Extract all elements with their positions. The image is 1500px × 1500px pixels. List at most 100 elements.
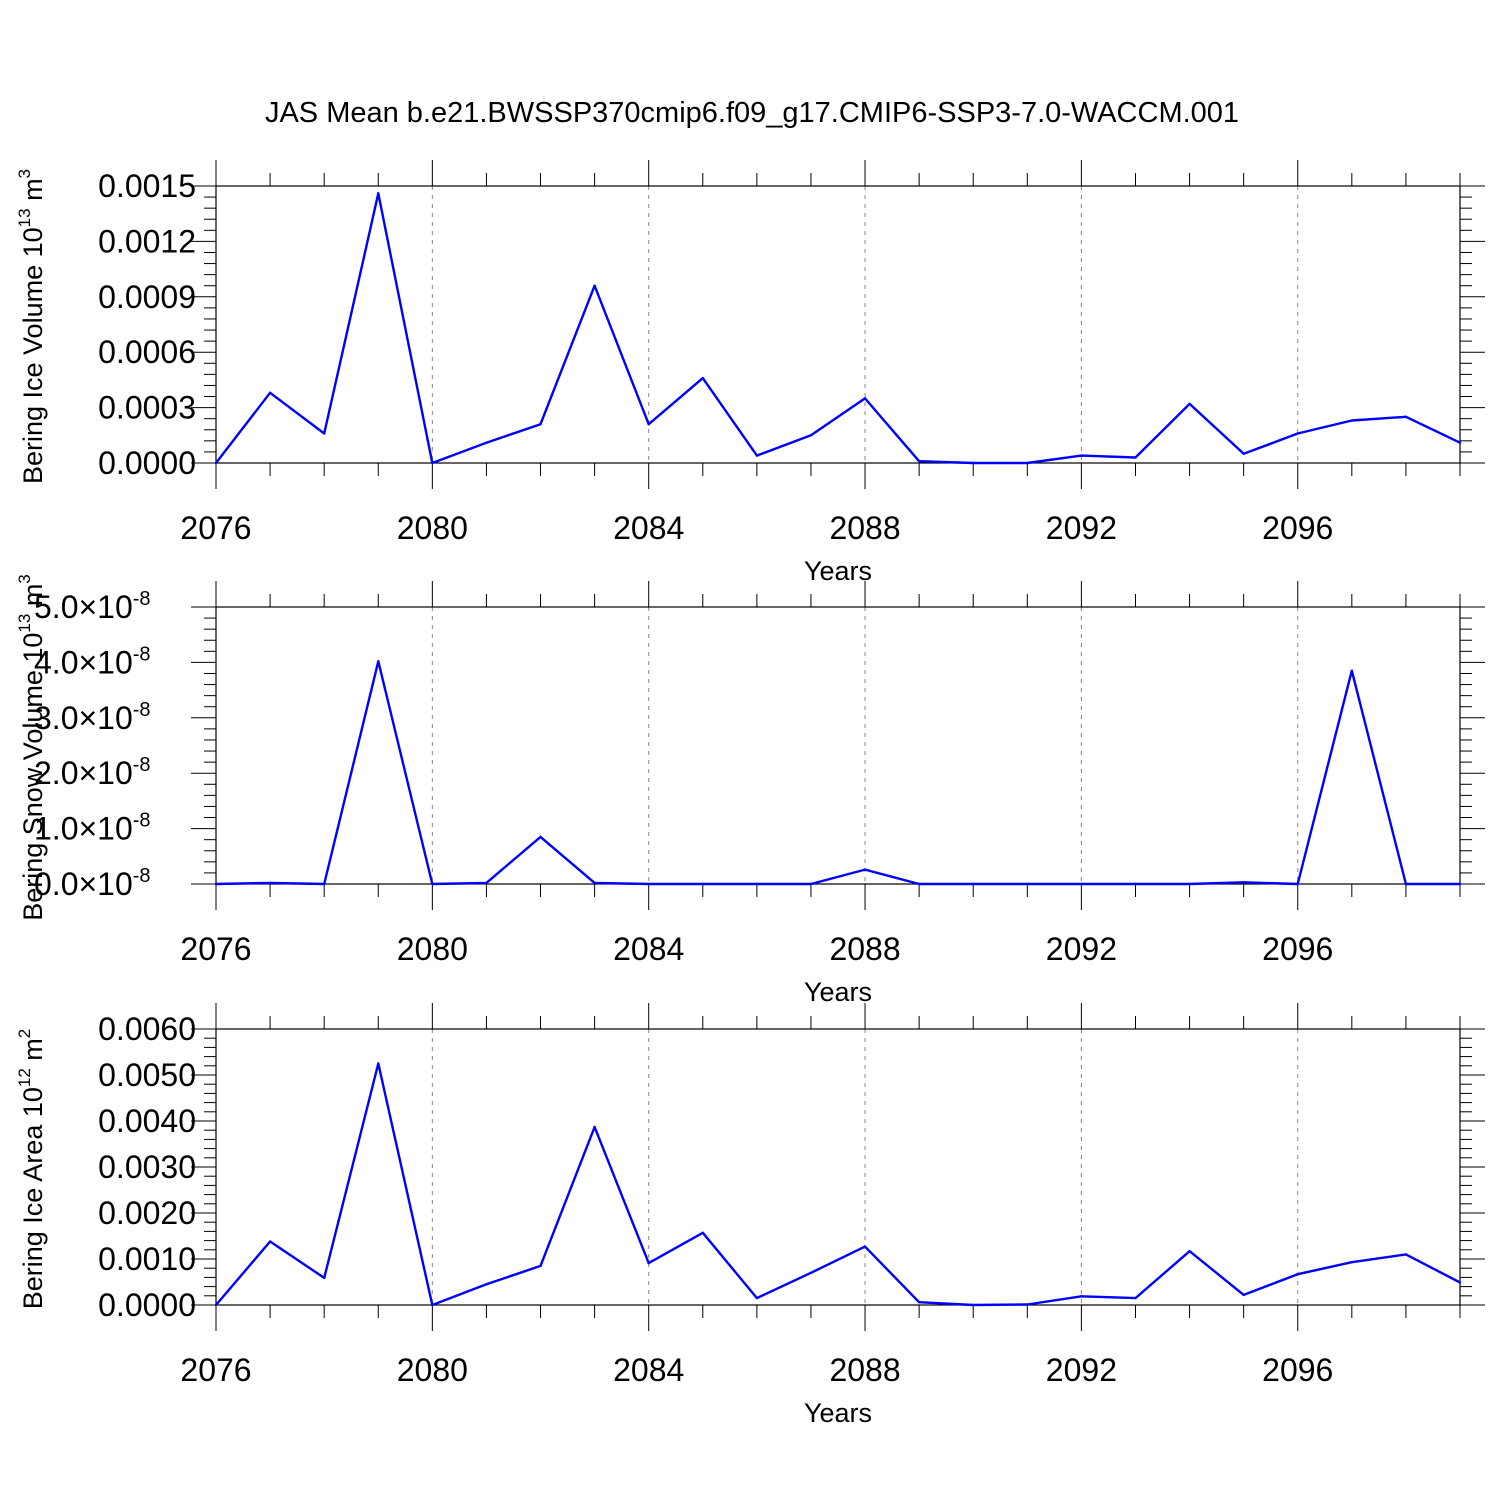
data-point bbox=[1350, 669, 1354, 672]
x-tick-label: 2096 bbox=[1262, 931, 1333, 967]
x-tick-label: 2084 bbox=[613, 1352, 684, 1388]
y-tick-label: 0.0060 bbox=[98, 1011, 196, 1047]
y-tick-times: ×10 bbox=[78, 755, 132, 791]
data-point bbox=[214, 461, 218, 465]
data-point bbox=[755, 454, 759, 457]
data-point bbox=[917, 459, 921, 463]
x-tick-label: 2088 bbox=[829, 931, 900, 967]
data-point bbox=[1242, 1293, 1245, 1297]
y-tick-mantissa: 4.0 bbox=[34, 644, 78, 680]
y-axis-label-unit-exponent: 3 bbox=[15, 574, 34, 583]
x-tick-label: 2088 bbox=[829, 1352, 900, 1388]
data-point bbox=[1350, 419, 1354, 422]
data-point bbox=[322, 1276, 326, 1280]
y-tick-label: 0.0003 bbox=[98, 390, 196, 426]
data-point bbox=[647, 882, 650, 886]
y-axis-label-exponent: 12 bbox=[15, 1068, 34, 1087]
x-tick-label: 2092 bbox=[1046, 1352, 1117, 1388]
data-point bbox=[485, 441, 488, 444]
data-point bbox=[755, 882, 759, 886]
y-tick-label: 0.0050 bbox=[98, 1057, 196, 1093]
data-point bbox=[1296, 882, 1299, 886]
data-point bbox=[1188, 1249, 1191, 1253]
y-tick-times: ×10 bbox=[78, 700, 132, 736]
y-tick-label: 0.0000 bbox=[98, 445, 196, 481]
y-tick-label: 0.0×10-8 bbox=[34, 865, 151, 902]
y-axis-label-exponent: 13 bbox=[15, 208, 34, 227]
data-point bbox=[431, 461, 434, 465]
y-tick-label: 0.0015 bbox=[98, 168, 196, 204]
y-tick-label: 1.0×10-8 bbox=[34, 810, 151, 847]
plot-frame bbox=[215, 606, 1461, 885]
data-point bbox=[1188, 402, 1191, 406]
x-tick-label: 2084 bbox=[613, 510, 684, 546]
data-point bbox=[377, 660, 380, 663]
data-point bbox=[972, 1303, 975, 1307]
y-tick-exponent: -8 bbox=[133, 865, 151, 887]
data-point bbox=[431, 882, 434, 886]
data-point bbox=[1296, 432, 1299, 435]
y-axis-label-text: Bering Ice Area 10 bbox=[18, 1087, 48, 1309]
data-point bbox=[863, 868, 867, 871]
y-tick-label: 0.0009 bbox=[98, 279, 196, 315]
y-tick-label: 0.0020 bbox=[98, 1195, 196, 1231]
data-point bbox=[863, 397, 867, 400]
data-point bbox=[972, 461, 975, 465]
data-point bbox=[1350, 1261, 1354, 1264]
data-point bbox=[539, 423, 542, 426]
data-point bbox=[431, 1303, 434, 1307]
y-axis-label-text: Bering Ice Volume 10 bbox=[18, 227, 48, 484]
y-tick-label: 0.0012 bbox=[98, 223, 196, 259]
data-point bbox=[701, 376, 704, 380]
y-tick-label: 0.0030 bbox=[98, 1149, 196, 1185]
y-tick-mantissa: 3.0 bbox=[34, 700, 78, 736]
y-tick-times: ×10 bbox=[78, 866, 132, 902]
x-tick-label: 2080 bbox=[397, 510, 468, 546]
series-line bbox=[215, 660, 1460, 886]
y-tick-label: 4.0×10-8 bbox=[34, 643, 151, 680]
plot-frame bbox=[215, 185, 1461, 464]
y-tick-label: 0.0010 bbox=[98, 1241, 196, 1277]
y-tick-label: 3.0×10-8 bbox=[34, 699, 151, 736]
x-tick-label: 2080 bbox=[397, 931, 468, 967]
y-tick-exponent: -8 bbox=[133, 588, 151, 610]
data-point bbox=[1242, 881, 1245, 884]
y-tick-label: 0.0040 bbox=[98, 1103, 196, 1139]
data-point bbox=[1404, 882, 1408, 886]
y-tick-exponent: -8 bbox=[133, 699, 151, 721]
data-point bbox=[214, 1303, 218, 1307]
x-tick-label: 2076 bbox=[180, 510, 251, 546]
data-point bbox=[1404, 1253, 1408, 1256]
data-point bbox=[539, 1264, 542, 1268]
data-point bbox=[485, 881, 488, 885]
series-line bbox=[215, 1062, 1461, 1307]
data-point bbox=[322, 432, 326, 435]
data-point bbox=[377, 1062, 380, 1065]
y-axis-label-exponent: 13 bbox=[15, 614, 34, 633]
data-point bbox=[1026, 461, 1029, 465]
data-point bbox=[917, 882, 921, 886]
data-point bbox=[1080, 1295, 1083, 1298]
y-tick-label: 2.0×10-8 bbox=[34, 754, 151, 791]
data-point bbox=[755, 1296, 759, 1300]
data-point bbox=[917, 1301, 921, 1304]
data-point bbox=[1026, 882, 1029, 886]
y-tick-label: 5.0×10-8 bbox=[34, 588, 151, 625]
x-tick-label: 2076 bbox=[180, 1352, 251, 1388]
data-point bbox=[1134, 882, 1137, 886]
data-point bbox=[1458, 1281, 1462, 1284]
data-point bbox=[1188, 882, 1191, 886]
data-point bbox=[1458, 441, 1462, 444]
data-point bbox=[647, 1261, 650, 1265]
x-tick-label: 2096 bbox=[1262, 1352, 1333, 1388]
data-point bbox=[863, 1245, 867, 1248]
data-point bbox=[1242, 452, 1245, 455]
data-point bbox=[1404, 415, 1408, 419]
data-point bbox=[377, 192, 380, 195]
x-tick-label: 2080 bbox=[397, 1352, 468, 1388]
y-axis-label-unit: m bbox=[18, 1038, 48, 1068]
y-tick-mantissa: 1.0 bbox=[34, 811, 78, 847]
y-axis-label-unit-exponent: 3 bbox=[15, 169, 34, 178]
data-point bbox=[593, 284, 596, 287]
chart-panel-1: 2076 2080 2084 2088 2092 2096 0.0000 0.0003 0.00… bbox=[15, 160, 1485, 586]
